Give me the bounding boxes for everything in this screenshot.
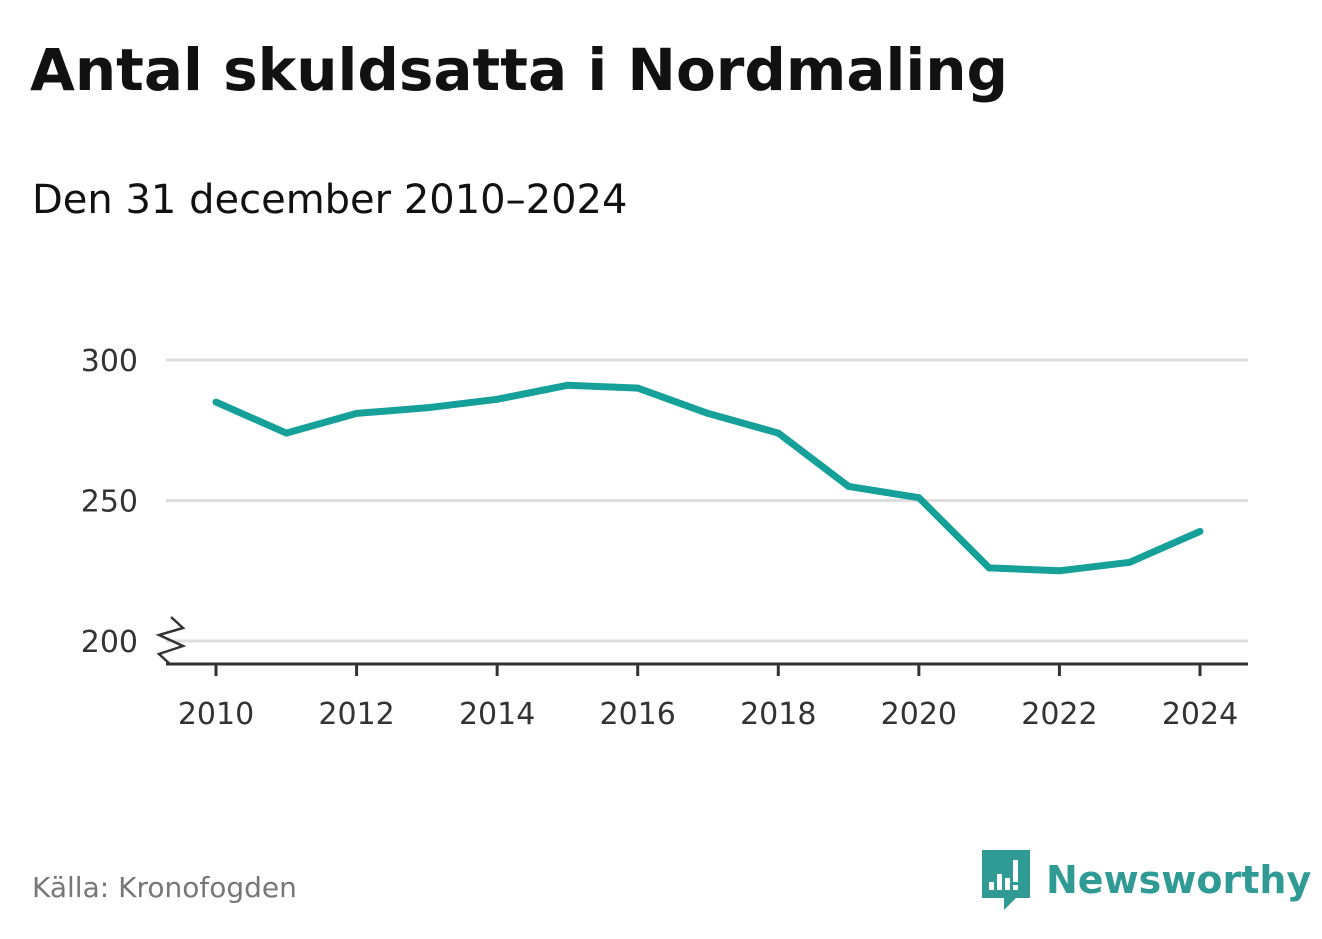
y-tick-label: 300 (81, 344, 138, 379)
y-tick-label: 250 (81, 485, 138, 520)
chart-subtitle: Den 31 december 2010–2024 (32, 177, 628, 223)
logo-bar (989, 882, 994, 890)
x-tick-label: 2014 (459, 697, 535, 732)
data-point (423, 404, 431, 412)
series-layer (212, 381, 1204, 575)
data-point (563, 381, 571, 389)
data-point (845, 482, 853, 490)
data-point (493, 395, 501, 403)
data-point (704, 409, 712, 417)
x-tick-label: 2022 (1021, 697, 1097, 732)
x-tick-label: 2010 (178, 697, 254, 732)
data-point (282, 429, 290, 437)
data-point (774, 429, 782, 437)
logo-dot (1013, 885, 1018, 890)
data-point (634, 384, 642, 392)
data-point (212, 398, 220, 406)
newsworthy-logo-icon (982, 850, 1030, 910)
data-point (1196, 527, 1204, 535)
chart-title: Antal skuldsatta i Nordmaling (30, 36, 1009, 104)
data-point (1126, 558, 1134, 566)
x-tick-label: 2020 (881, 697, 957, 732)
y-tick-label: 200 (81, 625, 138, 660)
data-point (1055, 567, 1063, 575)
y-axis-labels: 200 250 300 (81, 344, 138, 660)
x-tick-label: 2012 (318, 697, 394, 732)
data-point (353, 409, 361, 417)
data-point (915, 494, 923, 502)
axis-break-mark (155, 616, 187, 666)
x-tick-label: 2024 (1162, 697, 1238, 732)
logo-bar (1005, 878, 1010, 890)
x-tick-label: 2016 (600, 697, 676, 732)
brand-logo: Newsworthy (980, 848, 1311, 912)
brand-name: Newsworthy (1046, 858, 1312, 902)
line-chart: 2010 2012 2014 2016 2018 2020 2022 2024 200 250 3… (81, 344, 1248, 732)
data-point (985, 564, 993, 572)
gridlines (166, 358, 1248, 643)
x-tick-label: 2018 (740, 697, 816, 732)
logo-bar (997, 874, 1002, 890)
logo-bar (1013, 860, 1018, 882)
source-note: Källa: Kronofogden (32, 871, 297, 904)
x-axis: 2010 2012 2014 2016 2018 2020 2022 2024 (155, 616, 1248, 732)
